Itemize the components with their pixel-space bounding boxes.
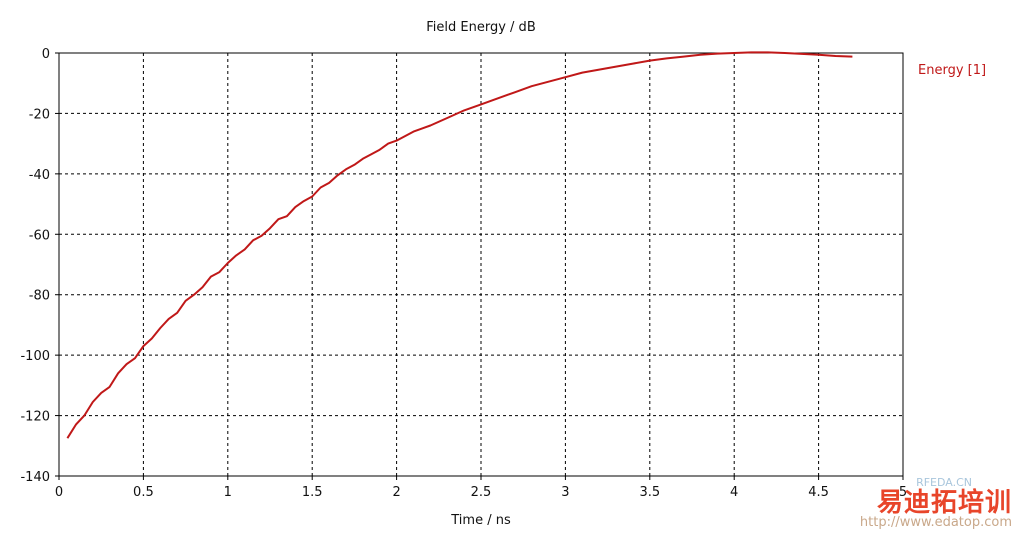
x-tick-label: 1: [224, 485, 232, 500]
y-tick-label: -140: [20, 470, 50, 485]
x-axis-ticks: 0 0.5 1 1.5 2 2.5 3 3.5 4 4.5 5: [55, 476, 907, 500]
y-tick-label: -80: [29, 289, 50, 304]
x-tick-label: 3: [561, 485, 569, 500]
grid-lines: [59, 53, 903, 476]
x-tick-label: 5: [899, 485, 907, 500]
series-group: [66, 51, 853, 439]
x-tick-label: 4.5: [808, 485, 829, 500]
y-tick-label: -40: [29, 168, 50, 183]
legend-entry-energy: Energy [1]: [918, 63, 986, 78]
x-tick-label: 2: [392, 485, 400, 500]
chart-title: Field Energy / dB: [426, 20, 535, 35]
y-axis-ticks: 0 -20 -40 -60 -80 -100 -120 -140: [20, 47, 59, 485]
x-tick-label: 4: [730, 485, 738, 500]
x-tick-label: 3.5: [639, 485, 660, 500]
y-tick-label: -20: [29, 107, 50, 122]
y-tick-label: -100: [20, 349, 50, 364]
series-line-energy: [66, 51, 853, 439]
x-tick-label: 0: [55, 485, 63, 500]
x-tick-label: 2.5: [471, 485, 492, 500]
x-tick-label: 0.5: [133, 485, 154, 500]
y-tick-label: -60: [29, 228, 50, 243]
legend: Energy [1]: [918, 63, 986, 78]
y-tick-label: 0: [42, 47, 50, 62]
x-axis-title: Time / ns: [450, 513, 511, 528]
y-tick-label: -120: [20, 410, 50, 425]
x-tick-label: 1.5: [302, 485, 323, 500]
